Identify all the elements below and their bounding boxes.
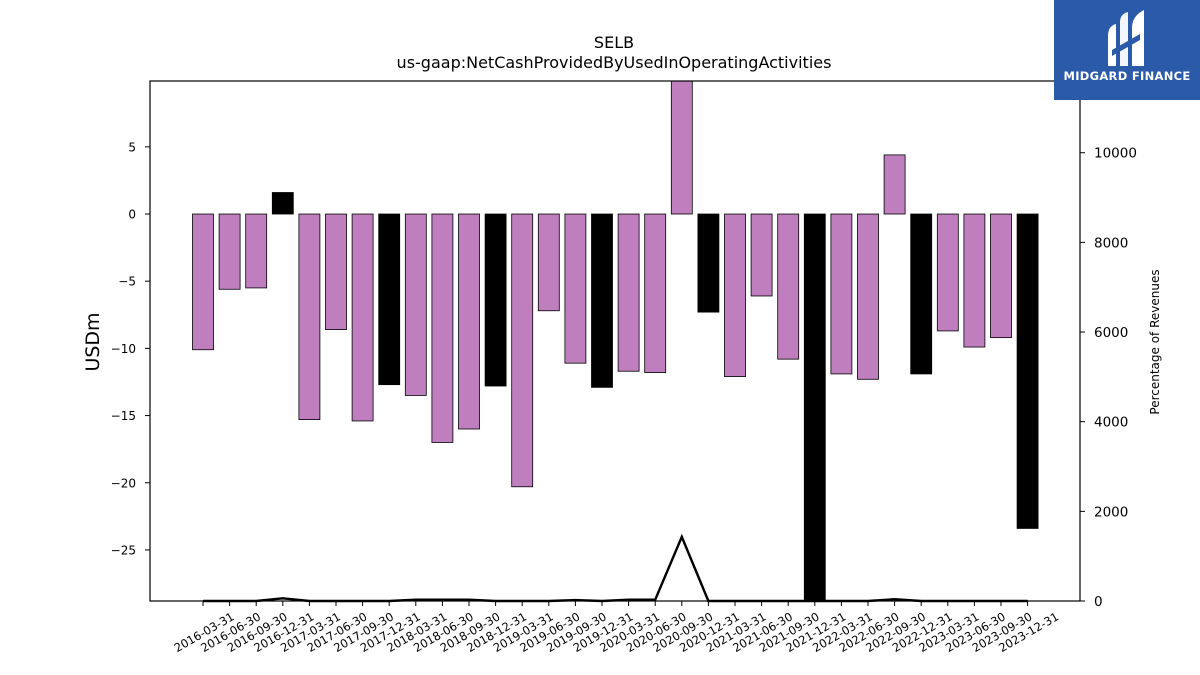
y2-tick-label: 6000 <box>1094 325 1128 341</box>
bar <box>617 213 640 372</box>
y-tick-label: −10 <box>111 342 136 356</box>
bar <box>883 154 906 215</box>
bar <box>830 213 853 375</box>
bar <box>990 213 1012 339</box>
bar <box>298 213 321 421</box>
bar <box>245 213 268 289</box>
y2-tick-label: 2000 <box>1094 504 1128 520</box>
bar <box>458 213 480 430</box>
bar <box>192 213 214 351</box>
bar <box>936 213 959 332</box>
bar <box>564 213 587 364</box>
bar <box>697 213 720 313</box>
y2-axis-label: Percentage of Revenues <box>1148 269 1162 414</box>
bar <box>537 213 560 312</box>
bars-layer <box>192 80 1039 602</box>
bar <box>431 213 454 443</box>
bar <box>724 213 746 378</box>
bar <box>378 213 401 386</box>
midgard-logo-icon <box>1108 10 1144 66</box>
axes-layer: 50−5−10−15−20−25100008000600040002000020… <box>111 80 1137 655</box>
bar <box>404 213 427 396</box>
y-tick-label: −25 <box>111 543 136 557</box>
bar <box>325 213 347 330</box>
bar <box>484 213 507 387</box>
bar <box>591 213 613 388</box>
bar <box>857 213 879 380</box>
bar <box>910 213 933 375</box>
plot-frame <box>149 80 1081 602</box>
y2-tick-label: 10000 <box>1094 146 1137 162</box>
bar <box>777 213 800 360</box>
y-tick-label: −15 <box>111 409 136 423</box>
bar <box>963 213 986 348</box>
chart-subtitle: us-gaap:NetCashProvidedByUsedInOperating… <box>397 53 832 72</box>
bar <box>1016 213 1039 529</box>
bar <box>670 80 693 215</box>
brand-logo: MIDGARD FINANCE <box>1054 0 1200 100</box>
y-tick-label: 0 <box>128 208 136 222</box>
chart-title: SELB <box>594 33 634 52</box>
bar <box>803 213 826 602</box>
bar <box>218 213 241 290</box>
y-tick-label: 5 <box>128 140 136 154</box>
y-tick-label: −5 <box>118 275 136 289</box>
y-tick-label: −20 <box>111 476 136 490</box>
bar <box>750 213 773 297</box>
bar <box>644 213 667 373</box>
y2-tick-label: 0 <box>1094 594 1103 610</box>
y2-tick-label: 8000 <box>1094 235 1128 251</box>
logo-text: MIDGARD FINANCE <box>1063 69 1191 83</box>
bar <box>351 213 374 422</box>
y2-tick-label: 4000 <box>1094 415 1128 431</box>
line-layer <box>203 533 1028 603</box>
bar <box>271 192 294 215</box>
bar <box>511 213 534 488</box>
series-line <box>203 533 1028 603</box>
y-axis-label: USDm <box>82 312 104 371</box>
